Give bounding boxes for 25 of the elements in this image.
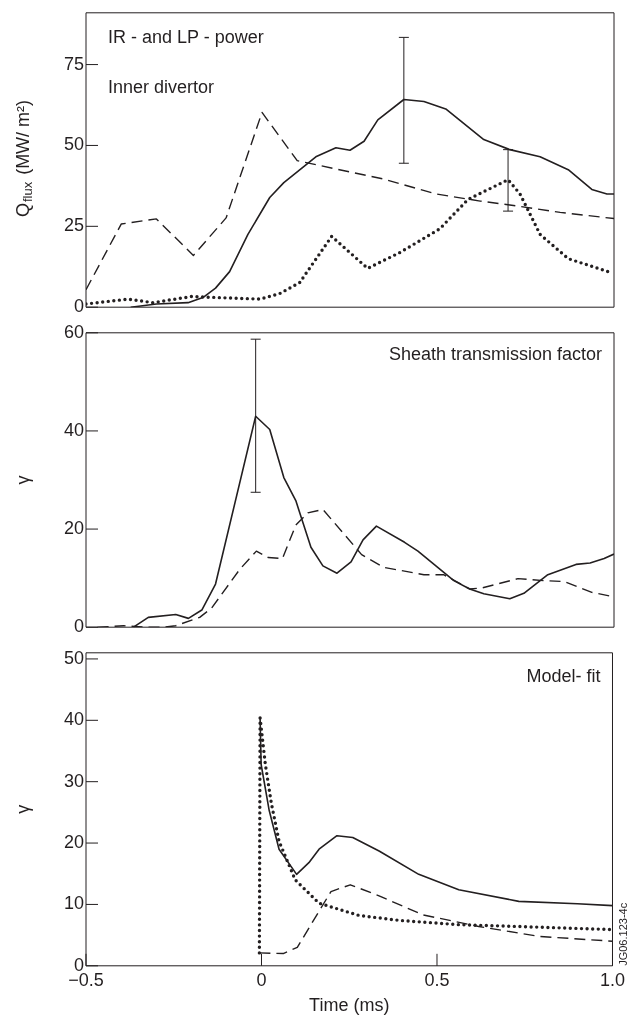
y-tick-label: 20 [63,832,84,853]
y-tick-label: 50 [63,134,84,155]
annotation: Sheath transmission factor [388,343,602,364]
y-tick-label: 10 [63,893,84,914]
y-axis-title: γ [12,804,33,814]
y-axis-title: Qflux (MW/ m²) [12,99,35,218]
y-tick-label: 50 [63,647,84,668]
y-tick-label: 60 [63,321,84,342]
annotation: Inner divertor [108,76,215,97]
annotation: IR - and LP - power [108,26,264,47]
y-tick-label: 25 [63,215,84,236]
x-tick-label: 1.0 [599,969,625,990]
y-tick-label: 0 [73,296,84,317]
y-tick-label: 30 [63,770,84,791]
y-tick-label: 75 [63,53,84,74]
x-tick-label: 0.5 [424,969,450,990]
x-tick-label: 0 [256,969,267,990]
y-tick-label: 0 [73,616,84,637]
y-axis-title: γ [12,475,33,485]
y-tick-label: 40 [63,419,84,440]
x-axis-title: Time (ms) [309,995,390,1016]
y-tick-label: 40 [63,709,84,730]
text: JG06.123-4c [616,902,629,966]
y-tick-label: 20 [63,518,84,539]
annotation: Model- fit [526,665,601,686]
